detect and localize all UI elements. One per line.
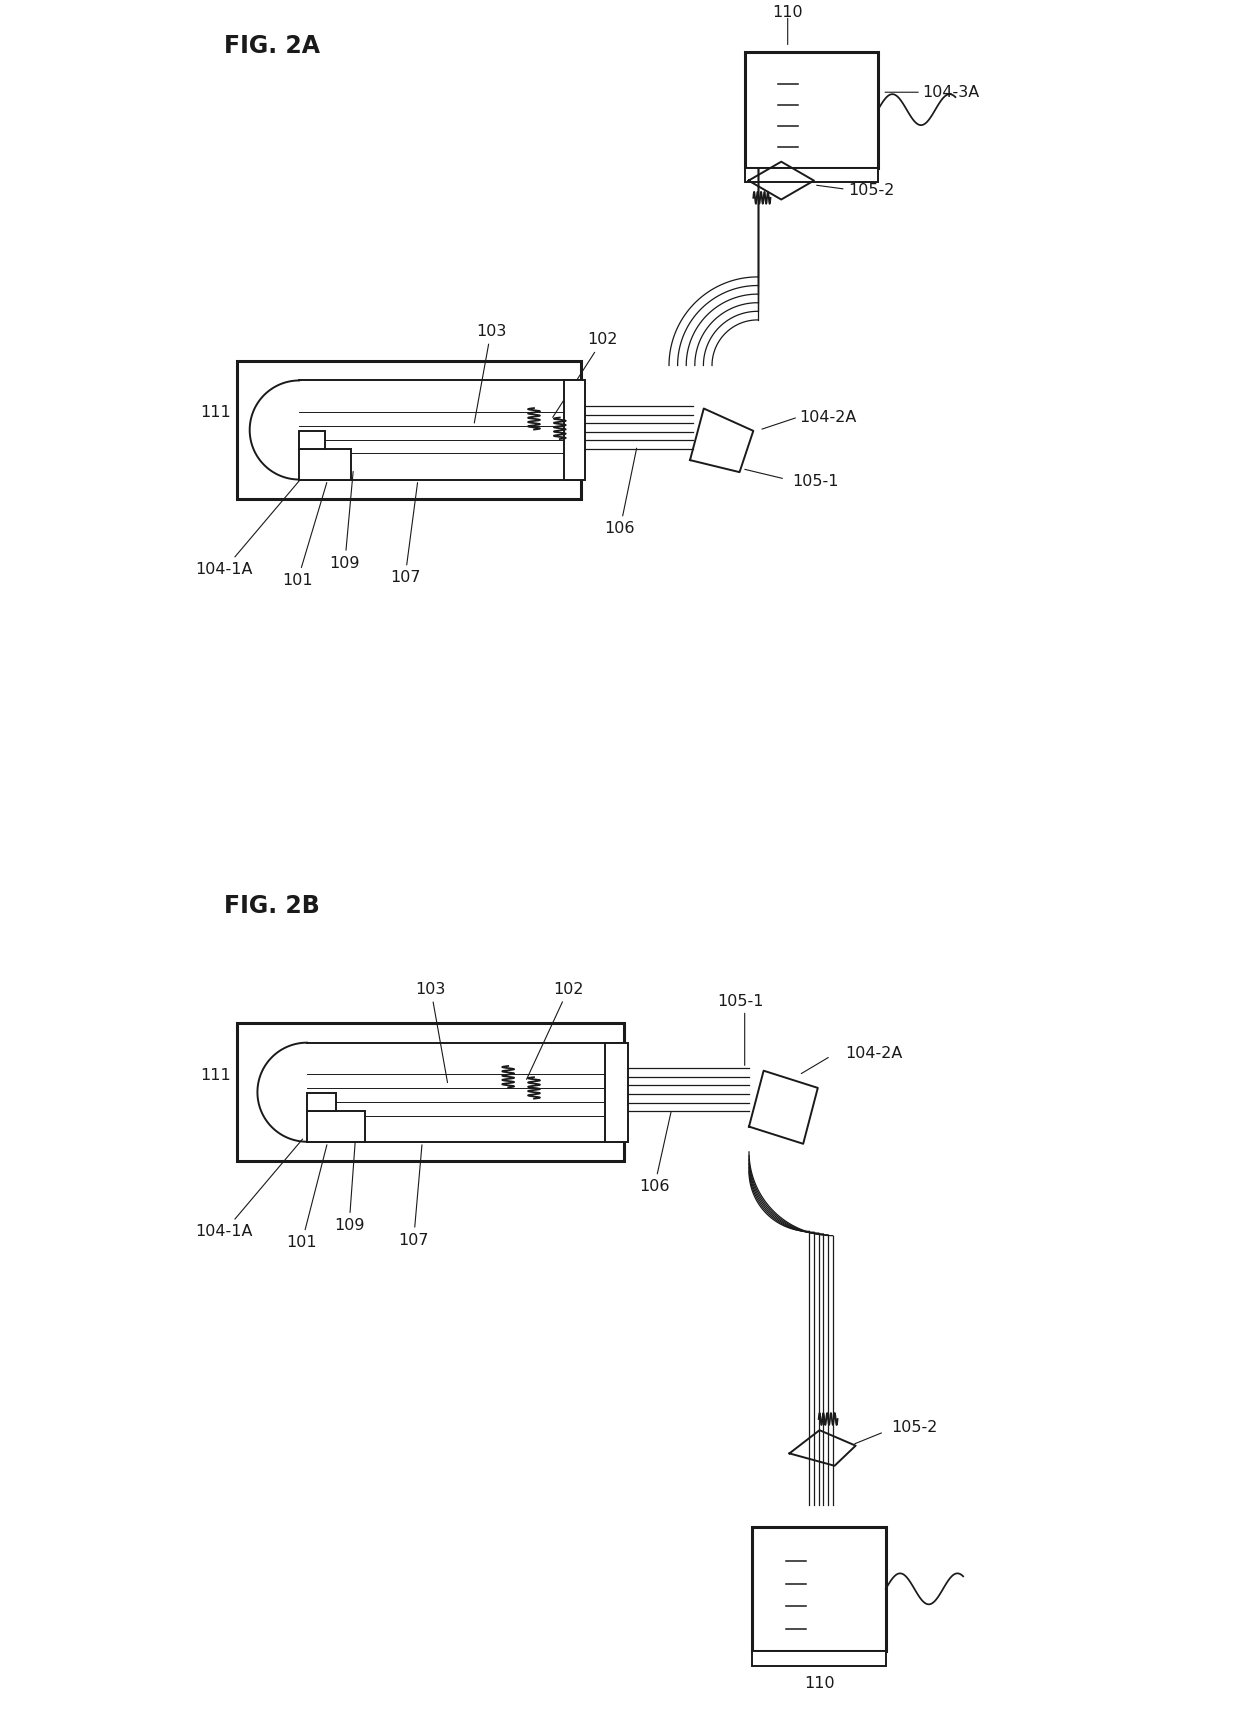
Text: 102: 102 [553, 332, 618, 418]
Text: 104-2A: 104-2A [800, 409, 857, 425]
Text: 104-2A: 104-2A [844, 1046, 903, 1061]
Text: FIG. 2A: FIG. 2A [224, 34, 320, 58]
Text: 109: 109 [334, 1133, 365, 1233]
Text: 104-1A: 104-1A [196, 1139, 303, 1238]
Bar [564, 380, 585, 480]
Text: 110: 110 [773, 5, 804, 21]
Text: 109: 109 [330, 471, 360, 571]
Text: 111: 111 [201, 406, 231, 420]
Bar [299, 432, 325, 449]
Text: 105-2: 105-2 [890, 1421, 937, 1434]
Text: 107: 107 [398, 1146, 429, 1247]
Text: 103: 103 [474, 323, 506, 423]
Text: 105-1: 105-1 [717, 994, 764, 1010]
Text: 102: 102 [527, 982, 584, 1080]
Bar [745, 169, 878, 182]
Bar [605, 1042, 629, 1142]
Bar [299, 449, 351, 480]
Bar [237, 1023, 624, 1161]
Bar [745, 52, 878, 167]
Text: 101: 101 [286, 1146, 327, 1250]
Text: 105-2: 105-2 [848, 184, 895, 198]
Text: 110: 110 [804, 1677, 835, 1691]
Text: FIG. 2B: FIG. 2B [224, 894, 320, 918]
Text: 104-3A: 104-3A [923, 84, 980, 100]
Text: 105-1: 105-1 [792, 475, 838, 488]
Bar [753, 1651, 885, 1667]
Text: 106: 106 [639, 1113, 671, 1194]
Text: 107: 107 [389, 483, 420, 585]
Text: 101: 101 [283, 483, 327, 588]
Bar [308, 1094, 336, 1111]
Text: 111: 111 [201, 1068, 231, 1082]
Text: 103: 103 [415, 982, 448, 1082]
Text: 106: 106 [605, 449, 636, 537]
Bar [237, 361, 582, 499]
Text: 104-1A: 104-1A [196, 476, 303, 576]
Bar [753, 1527, 885, 1651]
Bar [308, 1111, 365, 1142]
